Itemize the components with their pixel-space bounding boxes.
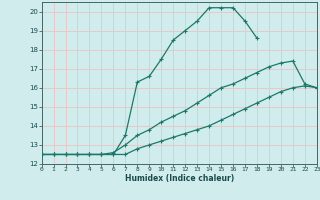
X-axis label: Humidex (Indice chaleur): Humidex (Indice chaleur): [124, 174, 234, 183]
